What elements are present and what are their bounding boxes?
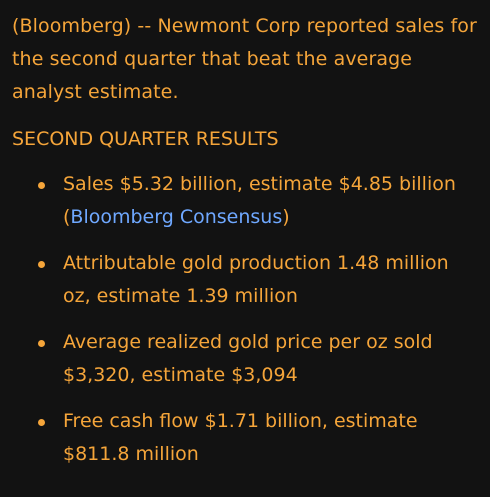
list-item-sales: Sales $5.32 billion, estimate $4.85 bill… — [12, 168, 482, 234]
sales-text-end: ) — [282, 206, 290, 228]
intro-paragraph: (Bloomberg) -- Newmont Corp reported sal… — [12, 15, 477, 103]
bullet-icon — [38, 182, 45, 189]
bullet-icon — [38, 419, 45, 426]
list-item-gold-price: Average realized gold price per oz sold … — [12, 326, 482, 392]
bullet-icon — [38, 340, 45, 347]
results-list: Sales $5.32 billion, estimate $4.85 bill… — [12, 168, 482, 471]
list-item-free-cash-flow: Free cash flow $1.71 billion, estimate $… — [12, 405, 482, 471]
gold-production-text: Attributable gold production 1.48 millio… — [63, 252, 449, 307]
bullet-icon — [38, 261, 45, 268]
bloomberg-consensus-link[interactable]: Bloomberg Consensus — [70, 206, 283, 228]
free-cash-flow-text: Free cash flow $1.71 billion, estimate $… — [63, 410, 418, 465]
section-heading: SECOND QUARTER RESULTS — [12, 128, 279, 150]
list-item-gold-production: Attributable gold production 1.48 millio… — [12, 247, 482, 313]
sales-text: Sales $5.32 billion, estimate $4.85 bill… — [63, 173, 456, 228]
gold-price-text: Average realized gold price per oz sold … — [63, 331, 433, 386]
